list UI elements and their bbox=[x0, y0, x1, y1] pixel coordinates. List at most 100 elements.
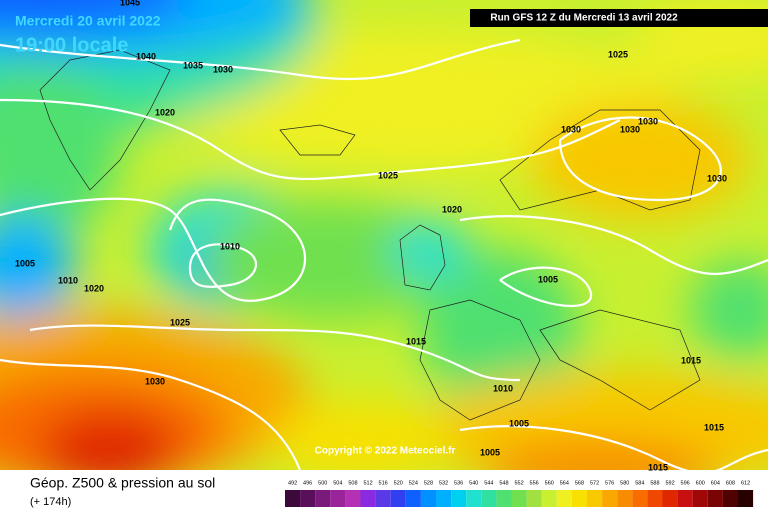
isobars bbox=[0, 38, 768, 470]
isobar-label: 1005 bbox=[538, 274, 558, 284]
scale-label: 560 bbox=[545, 480, 554, 486]
scale-cell bbox=[587, 490, 603, 507]
scale-cell bbox=[330, 490, 346, 507]
scale-cell bbox=[571, 490, 587, 507]
scale-label: 580 bbox=[620, 480, 629, 486]
scale-cell bbox=[451, 490, 467, 507]
isobar-label: 1045 bbox=[120, 0, 140, 7]
scale-cell bbox=[300, 490, 316, 507]
scale-label: 524 bbox=[409, 480, 418, 486]
scale-cell bbox=[556, 490, 572, 507]
isobar-label: 1030 bbox=[638, 116, 658, 126]
isobar-label: 1020 bbox=[442, 204, 462, 214]
scale-cell bbox=[481, 490, 497, 507]
scale-label: 500 bbox=[318, 480, 327, 486]
run-label: Run GFS 12 Z du Mercredi 13 avril 2022 bbox=[490, 13, 678, 24]
scale-cell bbox=[617, 490, 633, 507]
copyright: Copyright © 2022 Meteociel.fr bbox=[315, 446, 456, 457]
scale-label: 584 bbox=[635, 480, 644, 486]
time-label: 19:00 locale bbox=[15, 34, 128, 56]
scale-cell bbox=[360, 490, 376, 507]
footer-lead: (+ 174h) bbox=[30, 496, 71, 508]
scale-label: 540 bbox=[469, 480, 478, 486]
isobar-label: 1015 bbox=[704, 422, 724, 432]
scale-cell bbox=[662, 490, 678, 507]
scale-label: 588 bbox=[650, 480, 659, 486]
scale-label: 496 bbox=[303, 480, 312, 486]
isobar-label: 1015 bbox=[406, 336, 426, 346]
scale-label: 576 bbox=[605, 480, 614, 486]
scale-cell bbox=[315, 490, 331, 507]
color-scale: 492 496 500 504 508 512 516 520 524 528 532 536 540 5… bbox=[285, 480, 754, 507]
isobar-label: 1020 bbox=[155, 107, 175, 117]
scale-label: 564 bbox=[560, 480, 569, 486]
scale-label: 520 bbox=[394, 480, 403, 486]
isobar-label: 1005 bbox=[509, 418, 529, 428]
isobar-label: 1035 bbox=[183, 60, 203, 70]
date-label: Mercredi 20 avril 2022 bbox=[15, 13, 161, 29]
scale-cell bbox=[707, 490, 723, 507]
scale-cell bbox=[647, 490, 663, 507]
scale-label: 536 bbox=[454, 480, 463, 486]
isobar-label: 1015 bbox=[681, 355, 701, 365]
isobar-label: 1030 bbox=[145, 376, 165, 386]
scale-cell bbox=[541, 490, 557, 507]
scale-label: 556 bbox=[530, 480, 539, 486]
isobar-label: 1030 bbox=[213, 64, 233, 74]
isobar-label: 1030 bbox=[620, 124, 640, 134]
scale-cell bbox=[692, 490, 708, 507]
scale-label: 492 bbox=[288, 480, 297, 486]
isobar-label: 1030 bbox=[707, 173, 727, 183]
run-box bbox=[470, 9, 768, 27]
coastlines bbox=[39, 49, 701, 421]
isobar-label: 1030 bbox=[561, 124, 581, 134]
scale-cell bbox=[420, 490, 436, 507]
footer-title: Géop. Z500 & pression au sol bbox=[30, 475, 215, 491]
scale-label: 532 bbox=[439, 480, 448, 486]
scale-cell bbox=[436, 490, 452, 507]
scale-cell bbox=[677, 490, 693, 507]
scale-label: 512 bbox=[363, 480, 372, 486]
height-field bbox=[0, 0, 768, 470]
scale-label: 608 bbox=[726, 480, 735, 486]
isobar-label: 1015 bbox=[648, 462, 668, 472]
scale-cell bbox=[405, 490, 421, 507]
isobar-label: 1010 bbox=[493, 383, 513, 393]
scale-cell bbox=[511, 490, 527, 507]
scale-cell bbox=[722, 490, 738, 507]
scale-label: 568 bbox=[575, 480, 584, 486]
isobar-label: 1025 bbox=[378, 170, 398, 180]
isobar-label: 1010 bbox=[220, 241, 240, 251]
isobar-label: 1040 bbox=[136, 51, 156, 61]
scale-label: 600 bbox=[696, 480, 705, 486]
scale-cell bbox=[285, 490, 301, 507]
scale-cell bbox=[632, 490, 648, 507]
scale-label: 504 bbox=[333, 480, 342, 486]
scale-cell bbox=[738, 490, 754, 507]
scale-cell bbox=[345, 490, 361, 507]
scale-cell bbox=[390, 490, 406, 507]
scale-label: 596 bbox=[681, 480, 690, 486]
scale-cell bbox=[466, 490, 482, 507]
isobar-label: 1020 bbox=[84, 283, 104, 293]
scale-label: 572 bbox=[590, 480, 599, 486]
scale-cell bbox=[526, 490, 542, 507]
isobar-label: 1025 bbox=[170, 317, 190, 327]
scale-label: 552 bbox=[514, 480, 523, 486]
scale-label: 592 bbox=[665, 480, 674, 486]
scale-cell bbox=[496, 490, 512, 507]
isobar-label: 1025 bbox=[608, 49, 628, 59]
scale-label: 544 bbox=[484, 480, 493, 486]
scale-cell bbox=[602, 490, 618, 507]
scale-label: 548 bbox=[499, 480, 508, 486]
map bbox=[0, 0, 768, 470]
scale-label: 604 bbox=[711, 480, 720, 486]
isobar-label: 1005 bbox=[15, 258, 35, 268]
scale-label: 612 bbox=[741, 480, 750, 486]
scale-label: 508 bbox=[348, 480, 357, 486]
isobar-label: 1010 bbox=[58, 275, 78, 285]
scale-cell bbox=[375, 490, 391, 507]
scale-label: 528 bbox=[424, 480, 433, 486]
